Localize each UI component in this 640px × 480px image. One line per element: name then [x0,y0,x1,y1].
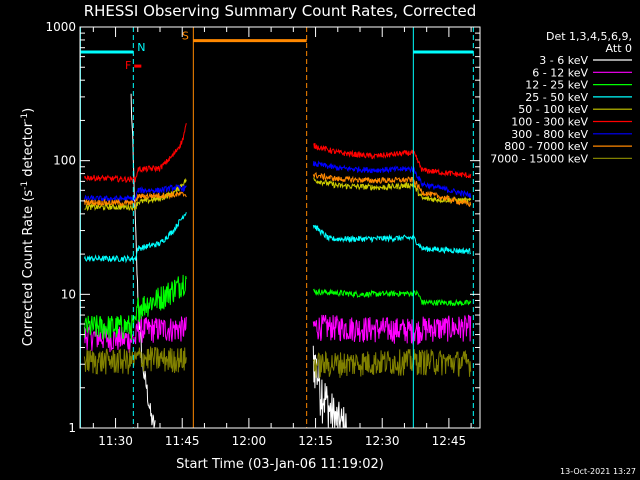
y-tick-label: 1 [68,421,76,435]
x-tick-label: 12:15 [298,434,333,448]
series-25-50-kev-line-2 [312,224,472,255]
axis-layer: 1 10 100 1000 11:30 11:45 12:00 12:15 12:30 12:45 [45,20,480,448]
flag-label-f: F [125,59,131,72]
y-axis-label: Corrected Count Rate (s-1 detector-1) [20,108,36,346]
x-tick-label: 11:45 [165,434,200,448]
series-6-12-kev-line-2 [312,314,472,345]
series-300-800-kev-line [83,183,187,203]
series-800-7000-kev-line-2 [312,171,472,208]
legend-label-800-7000-kev: 800 - 7000 keV [504,140,588,153]
legend-label-100-300-kev: 100 - 300 keV [511,116,588,129]
x-tick-label: 11:30 [98,434,133,448]
series-12-25-kev-line-2 [312,288,472,307]
legend-label-50-100-kev: 50 - 100 keV [518,103,588,116]
x-axis-label: Start Time (03-Jan-06 11:19:02) [176,457,384,472]
series-800-7000-kev-line [83,190,187,208]
series-50-100-kev-line [84,177,187,212]
series-50-100-kev-line-2 [312,176,472,204]
series-6-12-kev-line [83,316,187,353]
y-tick-label: 100 [53,154,76,168]
legend-label-3-6-kev: 3 - 6 keV [539,54,588,67]
legend-label-300-800-kev: 300 - 800 keV [511,128,588,141]
flag-label-n: N [137,41,145,54]
series-3-6-kev-line [130,93,156,429]
legend-label-12-25-kev: 12 - 25 keV [525,79,588,92]
series-25-50-kev-line [83,212,187,264]
series-7000-15000-kev-line [83,346,187,375]
series-7000-15000-kev-line-2 [312,349,472,379]
series-300-800-kev-line-2 [312,160,472,198]
legend-header-line-1: Det 1,3,4,5,6,9, [546,30,632,43]
chart-title: RHESSI Observing Summary Count Rates, Co… [84,2,477,20]
plot-frame [79,26,481,429]
series-12-25-kev-line [83,274,187,341]
y-tick-label: 1000 [45,20,76,34]
data-layer: N S F [79,27,474,429]
legend-label-7000-15000-kev: 7000 - 15000 keV [490,152,588,165]
series-100-300-kev-line [83,123,187,184]
x-tick-label: 12:30 [365,434,400,448]
legend-header-line-2: Att 0 [606,42,632,55]
footer-timestamp: 13-Oct-2021 13:27 [560,467,636,476]
legend-label-6-12-kev: 6 - 12 keV [532,66,588,79]
x-tick-label: 12:45 [432,434,467,448]
x-tick-label: 12:00 [232,434,267,448]
y-tick-label: 10 [61,287,76,301]
flag-label-s: S [182,30,189,43]
series-100-300-kev-line-2 [313,143,472,179]
legend-label-25-50-kev: 25 - 50 keV [525,91,588,104]
series-3-6-kev-line-2 [312,345,347,429]
